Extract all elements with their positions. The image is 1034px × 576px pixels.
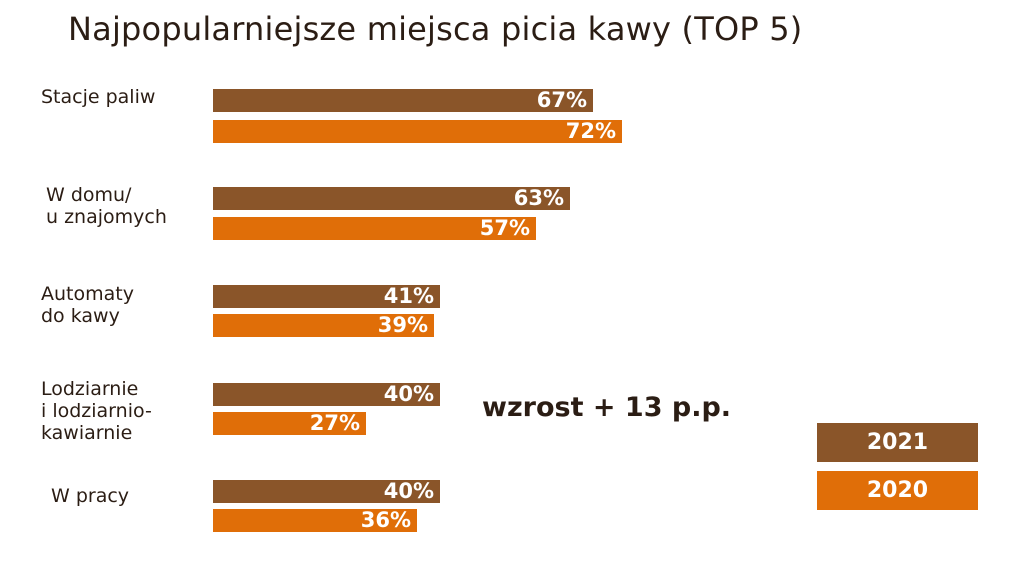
category-label: Automaty do kawy: [41, 283, 134, 327]
bar-2020: 57%: [213, 217, 536, 240]
chart-title: Najpopularniejsze miejsca picia kawy (TO…: [68, 10, 803, 48]
bar-value: 41%: [383, 284, 434, 308]
bar-2021: 40%: [213, 383, 440, 406]
bar-value: 67%: [536, 88, 587, 112]
bar-value: 63%: [513, 186, 564, 210]
bar-value: 39%: [377, 313, 428, 337]
bar-value: 40%: [383, 479, 434, 503]
bar-2021: 40%: [213, 480, 440, 503]
bar-2020: 39%: [213, 314, 434, 337]
legend-item-2020: 2020: [817, 471, 978, 510]
bar-value: 40%: [383, 382, 434, 406]
bar-value: 72%: [565, 119, 616, 143]
category-label: W pracy: [51, 485, 130, 507]
category-label: W domu/ u znajomych: [46, 184, 167, 228]
bar-2021: 41%: [213, 285, 440, 308]
category-label: Lodziarnie i lodziarnio- kawiarnie: [41, 378, 152, 444]
bar-2020: 36%: [213, 509, 417, 532]
legend-item-2021: 2021: [817, 423, 978, 462]
bar-2020: 72%: [213, 120, 622, 143]
bar-2021: 63%: [213, 187, 570, 210]
bar-value: 36%: [360, 508, 411, 532]
bar-2020: 27%: [213, 412, 366, 435]
bar-value: 27%: [309, 411, 360, 435]
bar-2021: 67%: [213, 89, 593, 112]
category-label: Stacje paliw: [41, 86, 156, 108]
growth-annotation: wzrost + 13 p.p.: [482, 392, 732, 423]
bar-value: 57%: [479, 216, 530, 240]
